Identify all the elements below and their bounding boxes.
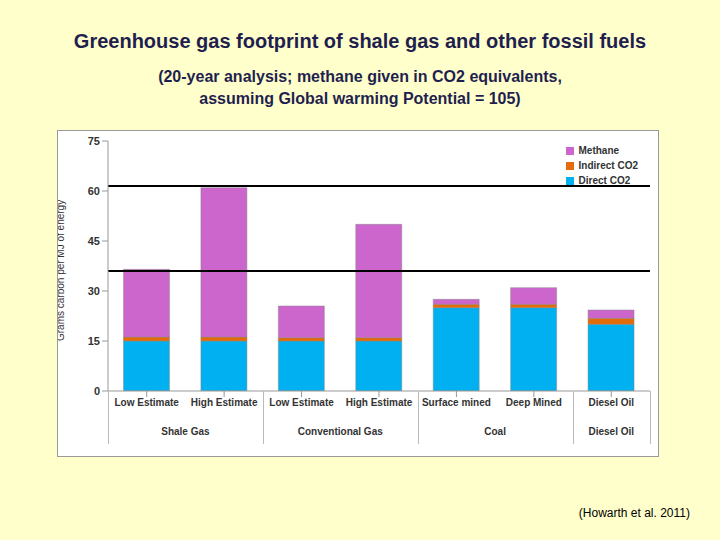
- svg-text:45: 45: [88, 235, 100, 247]
- svg-text:15: 15: [88, 335, 100, 347]
- html-text:Conventional Gas: Conventional Gas: [297, 426, 383, 437]
- html-text:Methane: Methane: [578, 145, 620, 156]
- svg-text:60: 60: [88, 185, 100, 197]
- html-text:Direct CO2: Direct CO2: [578, 175, 631, 186]
- svg-text:Low Estimate: Low Estimate: [114, 397, 179, 408]
- svg-text:75: 75: [88, 135, 100, 147]
- svg-text:Grams carbon per MJ of energy: Grams carbon per MJ of energy: [58, 200, 66, 341]
- html-text:Greenhouse gas footprint of sh: Greenhouse gas footprint of shale gas an…: [73, 30, 647, 52]
- svg-text:Surface mined: Surface mined: [422, 397, 491, 408]
- svg-text:Low Estimate: Low Estimate: [269, 397, 334, 408]
- html-text:Indirect CO2: Indirect CO2: [578, 160, 638, 171]
- svg-text:0: 0: [94, 385, 100, 397]
- html-text:Shale Gas: Shale Gas: [161, 426, 210, 437]
- html-text:Coal: Coal: [484, 426, 506, 437]
- svg-text:High Estimate: High Estimate: [191, 397, 258, 408]
- svg-text:30: 30: [88, 285, 100, 297]
- svg-text:Deep Mined: Deep Mined: [506, 397, 562, 408]
- html-text:(Howarth et al. 2011): (Howarth et al. 2011): [578, 506, 690, 520]
- svg-text:High Estimate: High Estimate: [346, 397, 413, 408]
- html-text:(20-year analysis; methane giv: (20-year analysis; methane given in CO2 …: [158, 68, 562, 107]
- svg-text:Diesel Oil: Diesel Oil: [588, 397, 634, 408]
- html-text:Diesel Oil: Diesel Oil: [588, 426, 635, 437]
